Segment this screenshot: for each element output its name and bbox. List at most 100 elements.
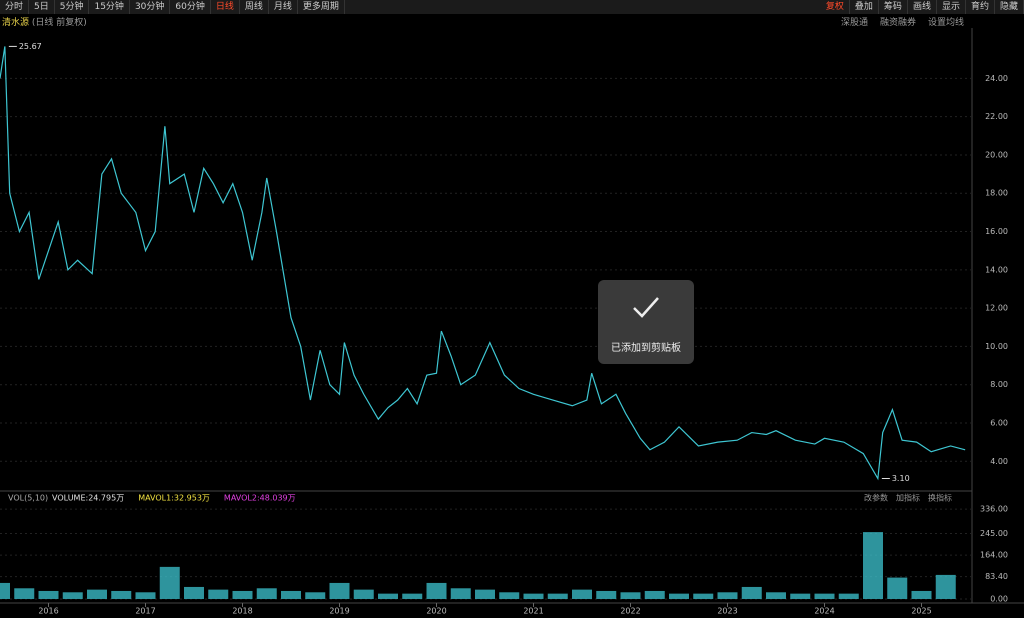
- volume-bar: [523, 593, 544, 599]
- volume-bar: [620, 592, 641, 599]
- tab[interactable]: 5分钟: [55, 0, 90, 14]
- volume-bar: [596, 590, 617, 599]
- volume-bar: [329, 582, 350, 599]
- volume-bar: [305, 592, 326, 599]
- y-tick-label: 22.00: [985, 112, 1008, 121]
- volume-bar: [184, 586, 204, 599]
- tab[interactable]: 画线: [908, 0, 937, 14]
- x-tick-label: 2025: [911, 607, 931, 616]
- volume-bar: [766, 592, 786, 599]
- y-tick-label: 83.40: [985, 572, 1008, 581]
- volume-bar: [38, 590, 59, 599]
- tab[interactable]: 5日: [29, 0, 55, 14]
- volume-bar: [911, 590, 932, 599]
- volume-bar: [475, 589, 495, 599]
- y-tick-label: 16.00: [985, 227, 1008, 236]
- volume-bar: [135, 592, 156, 599]
- volume-bar: [644, 590, 665, 599]
- x-tick-label: 2022: [620, 607, 640, 616]
- tab[interactable]: 筹码: [879, 0, 908, 14]
- volume-bar: [572, 589, 592, 599]
- volume-bar: [838, 593, 859, 599]
- x-tick-label: 2020: [426, 607, 446, 616]
- link[interactable]: 设置均线: [927, 18, 964, 28]
- volume-bar: [741, 586, 762, 599]
- link[interactable]: 深股通: [840, 18, 868, 28]
- volume-bar: [14, 588, 35, 599]
- tab[interactable]: 隐藏: [995, 0, 1024, 14]
- tab[interactable]: 复权: [821, 0, 850, 14]
- y-tick-label: 0.00: [990, 594, 1008, 603]
- tab[interactable]: 60分钟: [170, 0, 211, 14]
- tab[interactable]: 更多周期: [298, 0, 345, 14]
- volume-bar: [0, 582, 10, 599]
- volume-bar: [790, 593, 811, 599]
- mode: (日线 前复权): [31, 18, 87, 28]
- stock-name: 清水源: [2, 18, 30, 28]
- y-tick-label: 4.00: [990, 457, 1008, 466]
- indicator: VOLUME:24.795万: [52, 494, 124, 503]
- indicator-title: VOL(5,10): [8, 494, 48, 503]
- volume-bar: [863, 532, 883, 599]
- link[interactable]: 融资融券: [879, 18, 916, 28]
- x-tick-label: 2017: [135, 607, 155, 616]
- volume-bar: [402, 593, 423, 599]
- volume-bar: [87, 589, 107, 599]
- volume-bar: [111, 590, 132, 599]
- y-tick-label: 14.00: [985, 265, 1008, 274]
- links: 深股通 融资融券 设置均线: [829, 15, 964, 28]
- annotation: 3.10: [892, 474, 910, 483]
- y-tick-label: 6.00: [990, 418, 1008, 427]
- volume-bar: [499, 592, 520, 599]
- x-tick-label: 2024: [814, 607, 834, 616]
- header: 清水源 (日线 前复权) 深股通 融资融券 设置均线: [0, 15, 1024, 29]
- volume-bar: [159, 566, 180, 599]
- check-icon: [633, 297, 659, 318]
- button[interactable]: 加指标: [896, 493, 920, 503]
- volume-bar: [256, 588, 277, 599]
- volume-bar: [693, 593, 714, 599]
- tab[interactable]: 15分钟: [89, 0, 130, 14]
- right-tabs: 复权 叠加 筹码 画线 显示 育约 隐藏: [821, 0, 1024, 14]
- tab[interactable]: 月线: [269, 0, 298, 14]
- y-tick-label: 245.00: [980, 529, 1008, 538]
- x-tick-label: 2023: [717, 607, 737, 616]
- tab[interactable]: 显示: [937, 0, 966, 14]
- volume-bar: [669, 593, 689, 599]
- volume-bar: [935, 574, 956, 599]
- y-tick-label: 10.00: [985, 342, 1008, 351]
- x-tick-label: 2019: [329, 607, 349, 616]
- y-tick-label: 8.00: [990, 380, 1008, 389]
- y-tick-label: 164.00: [980, 551, 1008, 560]
- tab[interactable]: 周线: [240, 0, 269, 14]
- volume-bar: [814, 593, 835, 599]
- volume-bar: [232, 590, 253, 599]
- indicator: MAVOL1:32.953万: [138, 494, 210, 503]
- tab[interactable]: 叠加: [850, 0, 879, 14]
- volume-bar: [450, 588, 471, 599]
- tab[interactable]: 育约: [966, 0, 995, 14]
- x-tick-label: 2018: [232, 607, 252, 616]
- tab[interactable]: 日线: [211, 0, 240, 14]
- y-tick-label: 20.00: [985, 150, 1008, 159]
- toast: 已添加到剪贴板: [598, 280, 694, 364]
- tab[interactable]: 30分钟: [130, 0, 171, 14]
- volume-bar: [378, 593, 398, 599]
- price-line: [0, 46, 966, 481]
- volume-bar: [426, 582, 447, 599]
- volume-bar: [887, 577, 908, 599]
- tabs: 分时 5日 5分钟 15分钟 30分钟 60分钟 日线 周线 月线 更多周期: [0, 0, 345, 14]
- volume-bar: [62, 592, 83, 599]
- y-tick-label: 12.00: [985, 304, 1008, 313]
- button[interactable]: 改参数: [864, 493, 888, 503]
- tab[interactable]: 分时: [0, 0, 30, 14]
- toolbar: 分时 5日 5分钟 15分钟 30分钟 60分钟 日线 周线 月线 更多周期 复权 叠加 筹码 画线 显示育…: [0, 0, 1024, 14]
- y-tick-label: 18.00: [985, 189, 1008, 198]
- x-tick-label: 2016: [38, 607, 58, 616]
- volume-bar: [208, 589, 229, 599]
- volume-bar: [353, 589, 374, 599]
- x-tick-label: 2021: [523, 607, 543, 616]
- button[interactable]: 换指标: [928, 493, 952, 503]
